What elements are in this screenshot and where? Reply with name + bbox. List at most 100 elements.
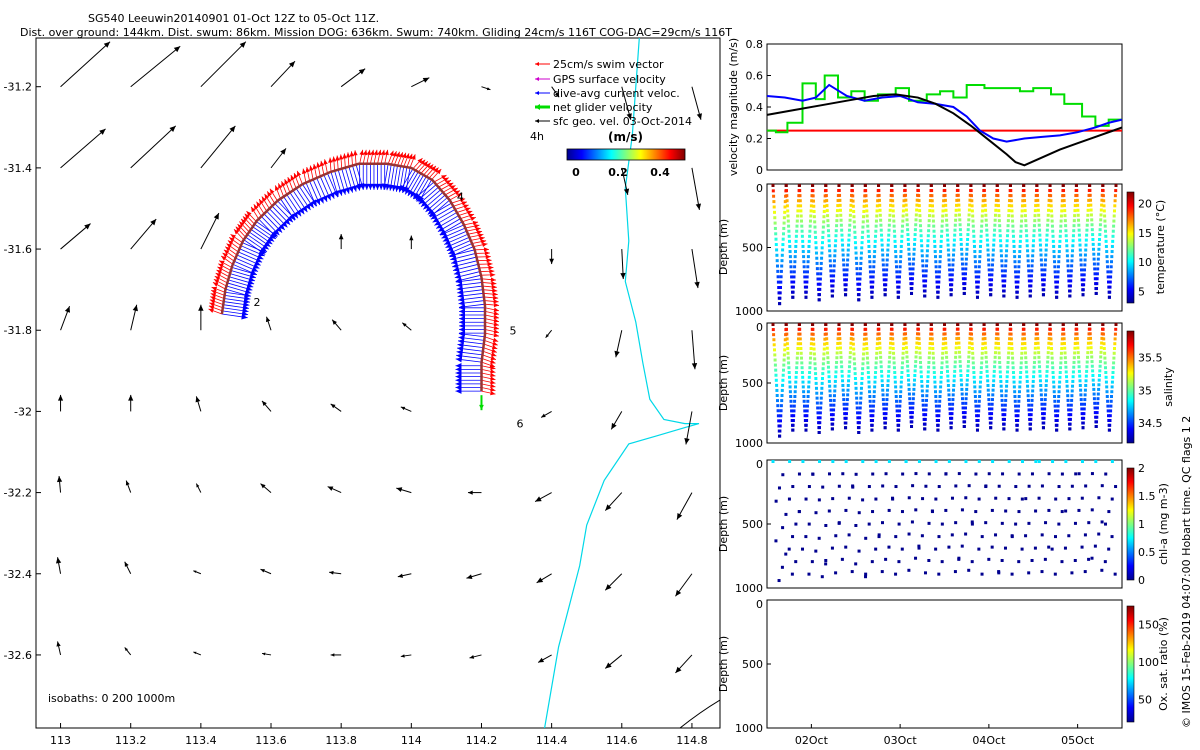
geo-vector: [56, 641, 62, 656]
profile-point: [791, 485, 795, 489]
profile-point: [867, 239, 871, 243]
profile-point: [1092, 383, 1096, 387]
profile-point: [779, 280, 783, 284]
profile-point: [860, 241, 864, 245]
profile-point: [980, 224, 984, 228]
profile-point: [1070, 394, 1074, 398]
profile-point: [1005, 370, 1009, 374]
temperature-profiles: [771, 184, 1118, 306]
profile-point: [978, 380, 982, 384]
profile-point: [892, 356, 896, 360]
profile-point: [932, 366, 936, 370]
profile-point: [802, 255, 806, 259]
swim-vector: [246, 210, 257, 222]
profile-point: [1015, 428, 1019, 432]
velocity-series-line: [766, 93, 1123, 167]
colorbar-tick-label: 35.5: [1138, 351, 1163, 364]
profile-point: [1026, 259, 1030, 263]
profile-point: [846, 388, 850, 392]
profile-point: [1113, 209, 1117, 213]
swim-vector: [323, 159, 328, 174]
profile-point: [1043, 263, 1047, 267]
profile-point: [892, 366, 896, 370]
swim-vector: [237, 223, 248, 235]
profile-point: [987, 398, 991, 402]
profile-point: [877, 193, 881, 197]
profile-point: [857, 426, 861, 430]
profile-point: [1044, 388, 1048, 392]
profile-point: [996, 204, 1000, 208]
profile-point: [801, 380, 805, 384]
profile-point: [844, 421, 848, 425]
profile-point: [949, 421, 953, 425]
profile-point: [1009, 337, 1013, 341]
profile-point: [1113, 199, 1117, 203]
profile-point: [1039, 253, 1043, 257]
profile-point: [1075, 337, 1079, 341]
geo-vector: [124, 647, 132, 656]
geo-vector: [396, 487, 412, 494]
profile-point: [1047, 508, 1051, 512]
profile-point: [870, 560, 874, 564]
profile-point: [894, 485, 898, 489]
profile-point: [814, 246, 818, 250]
profile-point: [815, 396, 819, 400]
profile-point: [864, 327, 868, 331]
profile-point: [858, 277, 862, 281]
profile-point: [953, 369, 957, 373]
profile-point: [889, 198, 893, 202]
profile-point: [796, 204, 800, 208]
profile-point: [786, 356, 790, 360]
profile-point: [819, 261, 823, 265]
dac-vector: [407, 173, 422, 197]
profile-point: [958, 228, 962, 232]
profile-point: [1083, 533, 1087, 537]
profile-point: [1085, 228, 1089, 232]
swim-vector: [477, 258, 492, 263]
swim-vector: [484, 314, 500, 320]
profile-point: [815, 256, 819, 260]
profile-point: [961, 277, 965, 281]
profile-point: [813, 357, 817, 361]
profile-point: [1089, 203, 1093, 207]
profile-point: [1050, 361, 1054, 365]
profile-point: [981, 199, 985, 203]
profile-point: [1097, 247, 1101, 251]
profile-point: [774, 368, 778, 372]
profile-point: [972, 244, 976, 248]
profile-point: [1103, 224, 1107, 228]
profile-point: [1052, 244, 1056, 248]
profile-point: [1098, 360, 1102, 364]
profile-point: [853, 241, 857, 245]
profile-point: [875, 214, 879, 218]
profile-point: [1032, 229, 1036, 233]
profile-point: [774, 243, 778, 247]
profile-point: [946, 379, 950, 383]
profile-point: [1033, 214, 1037, 218]
profile-point: [862, 342, 866, 346]
profile-point: [894, 250, 898, 254]
chlorophyll-colorbar-ticks: 00.511.52: [1138, 462, 1156, 587]
profile-point: [1105, 260, 1109, 264]
profile-point: [926, 379, 930, 383]
profile-point: [1099, 218, 1103, 222]
profile-point: [860, 381, 864, 385]
profile-point: [1073, 204, 1077, 208]
profile-point: [975, 295, 979, 299]
profile-point: [1062, 204, 1066, 208]
profile-point: [914, 213, 918, 217]
profile-point: [920, 244, 924, 248]
profile-point: [947, 263, 951, 267]
profile-point: [923, 427, 927, 431]
profile-point: [959, 369, 963, 373]
profile-point: [957, 556, 961, 560]
profile-point: [780, 253, 784, 257]
profile-point: [772, 205, 776, 209]
profile-point: [984, 484, 988, 488]
profile-point: [880, 521, 884, 525]
profile-point: [1080, 460, 1084, 463]
profile-point: [992, 233, 996, 237]
profile-point: [928, 209, 932, 213]
profile-point: [1085, 233, 1089, 237]
